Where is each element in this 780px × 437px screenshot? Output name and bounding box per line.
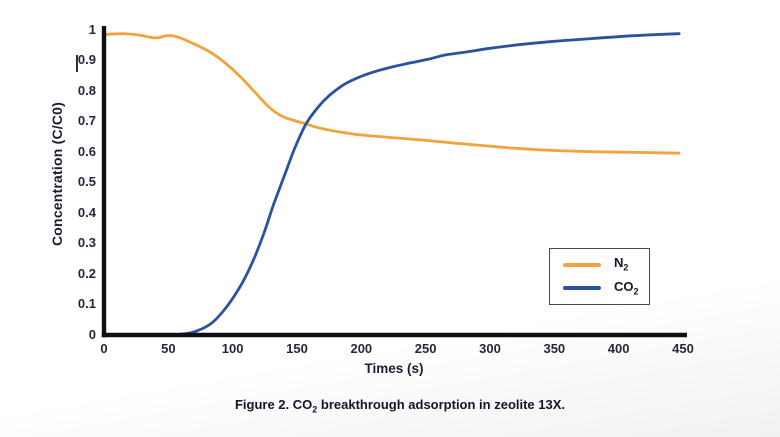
y-tick-label-0: 0: [88, 326, 96, 342]
axes-layer: [101, 26, 687, 338]
y-tick-label-0.1: 0.1: [77, 296, 96, 311]
breakthrough-curve-plot: [101, 26, 687, 338]
x-tick-label-400: 400: [607, 341, 630, 356]
y-tick-label-0.4: 0.4: [77, 204, 96, 220]
legend-item-co2: CO2: [563, 280, 649, 297]
x-tick-label-200: 200: [350, 341, 373, 356]
y-tick-label-0.5: 0.5: [77, 174, 96, 189]
x-tick-label-0: 0: [100, 341, 108, 356]
text-cursor-artifact: [76, 55, 78, 72]
co2-curve: [102, 32, 681, 337]
y-tick-label-0.8: 0.8: [77, 82, 96, 98]
legend-item-n2: N2: [563, 256, 649, 273]
y-tick-label-1: 1: [88, 21, 96, 37]
x-tick-label-150: 150: [286, 341, 308, 356]
legend: N2 CO2: [549, 248, 650, 305]
x-tick-label-100: 100: [221, 341, 244, 356]
figure-caption: Figure 2. CO2 breakthrough adsorption in…: [234, 397, 566, 415]
y-tick-label-0.3: 0.3: [77, 235, 96, 250]
legend-label-co2: CO2: [614, 279, 639, 297]
y-tick-label-0.6: 0.6: [77, 143, 96, 159]
curve-layer: [102, 32, 681, 337]
y-tick-label-0.2: 0.2: [77, 265, 96, 281]
x-axis-title: Times (s): [364, 361, 424, 376]
x-tick-label-250: 250: [414, 341, 437, 356]
co2-line-swatch: [563, 286, 601, 291]
n2-line-swatch: [563, 262, 601, 267]
x-tick-label-350: 350: [543, 341, 566, 356]
x-tick-label-450: 450: [672, 341, 694, 356]
y-tick-label-0.9: 0.9: [77, 52, 96, 67]
x-tick-label-300: 300: [479, 341, 501, 356]
y-tick-label-0.7: 0.7: [77, 113, 96, 128]
n2-curve: [102, 32, 681, 155]
x-tick-label-50: 50: [161, 341, 176, 356]
legend-label-n2: N2: [614, 255, 629, 273]
